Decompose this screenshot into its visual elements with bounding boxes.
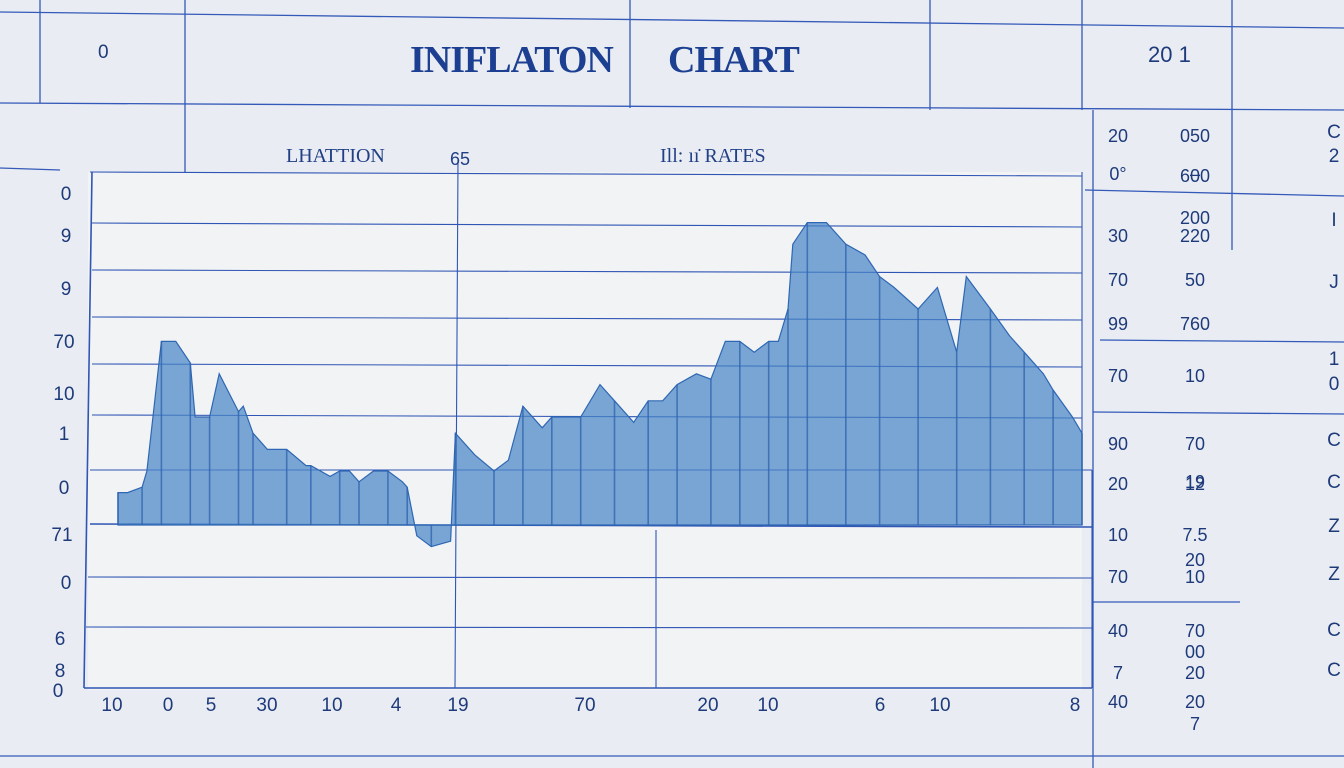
left-tick-rule — [0, 167, 61, 171]
side-panel-left-value: 40 — [1108, 692, 1128, 712]
side-panel-left-value: 0° — [1109, 164, 1126, 184]
y-tick-label: 8 — [55, 661, 66, 682]
side-panel-right-value: – — [1190, 164, 1200, 184]
side-panel-right-value: 050 — [1180, 126, 1210, 146]
corner-label: 0 — [98, 42, 109, 63]
side-panel-left-value: 20 — [1108, 126, 1128, 146]
side-panel-right-value: 70 — [1185, 621, 1205, 641]
side-panel-right-value: 7.5 — [1182, 525, 1207, 545]
y-tick-label: 0 — [61, 573, 72, 594]
side-panel-edge-char: 0 — [1329, 374, 1340, 395]
side-panel-edge-char: C — [1327, 430, 1341, 451]
side-panel-left-value: 90 — [1108, 434, 1128, 454]
side-panel-left-value: 10 — [1108, 525, 1128, 545]
x-tick-label: 10 — [929, 695, 950, 716]
side-panel-right-value: 10 — [1185, 366, 1205, 386]
side-panel-right-value: 220 — [1180, 226, 1210, 246]
subheader-number: 65 — [450, 149, 470, 169]
panel-rule-b — [1099, 339, 1344, 343]
x-tick-labels: 10 0 5 30 10 4 19 70 20 10 6 10 8 — [101, 695, 1080, 716]
x-tick-label: 4 — [391, 695, 402, 716]
x-tick-label: 10 — [101, 695, 122, 716]
y-axis — [83, 171, 93, 689]
side-panel-right-value: 20 — [1185, 663, 1205, 683]
y-tick-label: 1 — [59, 424, 70, 445]
side-panel-right-value: 19 — [1185, 472, 1205, 492]
side-panel-left-value: 7 — [1113, 663, 1123, 683]
subheader-right: Ill: ıı̇ RATES — [660, 145, 766, 167]
x-tick-label: 0 — [163, 695, 174, 716]
panel-rule-c — [1092, 411, 1344, 415]
side-panel-edge-char: C — [1327, 660, 1341, 681]
side-panel-edge-char: C — [1327, 472, 1341, 493]
x-tick-label: 70 — [574, 695, 595, 716]
side-panel-right-value: 10 — [1185, 567, 1205, 587]
x-tick-label: 20 — [697, 695, 718, 716]
side-panel-edge-char: C — [1327, 620, 1341, 641]
side-panel-edge-char: C — [1327, 122, 1341, 143]
side-panel-left-value: 99 — [1108, 314, 1128, 334]
side-panel-right-value: 12 — [1185, 474, 1205, 494]
side-panel-left-value: 30 — [1108, 226, 1128, 246]
side-panel-right-value: 760 — [1180, 314, 1210, 334]
panel-rule-a — [1084, 189, 1344, 197]
y-tick-label: 0 — [53, 681, 64, 702]
side-panel-right-value: 20 — [1185, 692, 1205, 712]
side-panel-right-value: 20 — [1185, 550, 1205, 570]
gridline — [85, 626, 1093, 629]
subheader-left: LHATTION — [286, 145, 385, 167]
y-tick-label: 0 — [59, 478, 70, 499]
side-panel-right-value: 7 — [1190, 714, 1200, 734]
side-panel-edge-char: Z — [1328, 516, 1340, 537]
x-tick-label: 10 — [321, 695, 342, 716]
series-area — [117, 222, 1083, 548]
side-panel-right-value: 200 — [1180, 208, 1210, 228]
side-panel-left-value: 70 — [1108, 366, 1128, 386]
gridline — [91, 269, 1083, 274]
year-label: 20 1 — [1148, 42, 1191, 67]
x-tick-label: 19 — [447, 695, 468, 716]
inflation-series — [117, 222, 1083, 548]
y-tick-label: 71 — [51, 525, 72, 546]
y-tick-label: 0 — [61, 184, 72, 205]
side-panel-right-value: 600 — [1180, 166, 1210, 186]
y-tick-label: 6 — [55, 629, 66, 650]
y-tick-label: 9 — [61, 226, 72, 247]
y-tick-label: 70 — [53, 332, 74, 353]
x-tick-label: 10 — [757, 695, 778, 716]
side-panel-left-value: 20 — [1108, 474, 1128, 494]
side-panel-right-value: 70 — [1185, 434, 1205, 454]
title-word-2: CHART — [668, 39, 800, 81]
side-panel-edge-char: J — [1329, 272, 1339, 293]
gridline — [91, 222, 1083, 228]
header-rule — [0, 102, 1344, 111]
y-tick-label: 10 — [53, 384, 74, 405]
side-panel-edge-char: Z — [1328, 564, 1340, 585]
side-panel-right-value: 50 — [1185, 270, 1205, 290]
title-word-1: INIFLATON — [410, 39, 613, 81]
side-panel-edge-char: I — [1331, 210, 1336, 231]
v-gridline — [454, 159, 459, 689]
y-tick-label: 9 — [61, 279, 72, 300]
gridline — [87, 576, 1093, 579]
v-gridlines — [83, 159, 1093, 689]
x-tick-label: 6 — [875, 695, 886, 716]
top-rule — [0, 11, 1344, 29]
side-panel-right-value: 00 — [1185, 642, 1205, 662]
side-panel-edge-char: 1 — [1329, 349, 1340, 370]
x-tick-label: 8 — [1070, 695, 1081, 716]
gridline — [89, 171, 1083, 177]
side-panel-left-value: 40 — [1108, 621, 1128, 641]
x-tick-label: 30 — [256, 695, 277, 716]
x-tick-label: 5 — [206, 695, 217, 716]
side-panel-left-value: 70 — [1108, 567, 1128, 587]
side-panel-edge-char: 2 — [1329, 146, 1340, 167]
side-panel-left-value: 70 — [1108, 270, 1128, 290]
